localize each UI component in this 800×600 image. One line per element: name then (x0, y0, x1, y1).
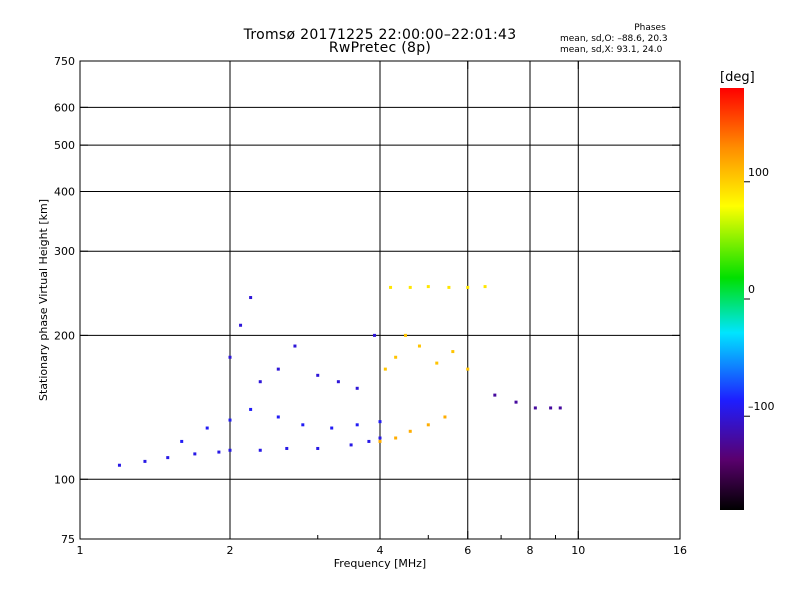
chart-title: Tromsø 20171225 22:00:00–22:01:43 (243, 27, 517, 43)
y-tick-label: 750 (54, 55, 75, 68)
data-point (330, 426, 334, 430)
axis-labels: 1 2 4 6 8 10 16 75 100 200 300 400 500 600 750 (54, 55, 687, 557)
data-point (228, 448, 232, 452)
y-tick-label: 600 (54, 101, 75, 114)
y-axis-title: Stationary phase Virtual Height [km] (37, 199, 50, 401)
data-point (117, 463, 121, 467)
data-point (166, 456, 170, 460)
data-point (466, 367, 470, 371)
data-point (276, 367, 280, 371)
data-point (180, 439, 184, 443)
x-tick-label: 8 (527, 544, 534, 557)
stats-x-mode: mean, sd,X: 93.1, 24.0 (560, 45, 663, 55)
stats-o-mode: mean, sd,O: –88.6, 20.3 (560, 34, 668, 44)
data-point (447, 285, 451, 289)
data-point (217, 450, 221, 454)
y-tick-label: 200 (54, 329, 75, 342)
x-tick-label: 4 (377, 544, 384, 557)
data-point (367, 439, 371, 443)
data-point (276, 415, 280, 419)
data-point (483, 285, 487, 289)
colorbar-unit-label: [deg] (720, 70, 755, 85)
data-point (249, 296, 253, 300)
data-point (258, 448, 262, 452)
data-point (443, 415, 447, 419)
x-tick-label: 2 (227, 544, 234, 557)
data-point (378, 420, 382, 424)
data-point (417, 344, 421, 348)
data-point (394, 436, 398, 440)
data-point (389, 285, 393, 289)
colorbar-tick-label: 0 (748, 283, 755, 296)
data-point (239, 323, 243, 327)
data-point (258, 380, 262, 384)
data-point (558, 406, 562, 410)
data-points (117, 285, 562, 467)
colorbar-tick-label: 100 (748, 166, 769, 179)
x-tick-label: 10 (571, 544, 585, 557)
grid-lines (80, 61, 680, 539)
x-tick-label: 1 (77, 544, 84, 557)
data-point (193, 452, 197, 456)
data-point (533, 406, 537, 410)
data-point (228, 418, 232, 422)
data-point (408, 429, 412, 433)
data-point (466, 285, 470, 289)
data-point (285, 446, 289, 450)
data-point (403, 333, 407, 337)
data-point (249, 407, 253, 411)
data-point (394, 355, 398, 359)
data-point (373, 333, 377, 337)
colorbar-ticks: 100 0 –100 (744, 166, 775, 417)
data-point (301, 423, 305, 427)
colorbar-tick-label: –100 (748, 400, 775, 413)
chart-subtitle: RwPretec (8p) (328, 40, 432, 56)
data-point (493, 393, 497, 397)
axis-ticks (79, 60, 681, 540)
data-point (426, 423, 430, 427)
y-tick-label: 300 (54, 245, 75, 258)
data-point (378, 436, 382, 440)
data-point (378, 439, 382, 443)
data-point (293, 344, 297, 348)
data-point (355, 386, 359, 390)
data-point (205, 426, 209, 430)
data-point (435, 361, 439, 365)
x-tick-label: 6 (464, 544, 471, 557)
data-point (349, 443, 353, 447)
y-tick-label: 75 (61, 533, 75, 546)
data-point (514, 400, 518, 404)
y-tick-label: 500 (54, 139, 75, 152)
data-point (336, 380, 340, 384)
y-tick-label: 400 (54, 185, 75, 198)
data-point (549, 406, 553, 410)
data-point (451, 350, 455, 354)
data-point (383, 367, 387, 371)
y-tick-label: 100 (54, 473, 75, 486)
colorbar (720, 88, 744, 510)
x-tick-label: 16 (673, 544, 687, 557)
data-point (355, 423, 359, 427)
data-point (426, 285, 430, 289)
stats-title: Phases (634, 23, 666, 33)
data-point (228, 355, 232, 359)
data-point (316, 446, 320, 450)
data-point (408, 285, 412, 289)
data-point (316, 373, 320, 377)
x-axis-title: Frequency [MHz] (334, 557, 426, 570)
data-point (143, 459, 147, 463)
